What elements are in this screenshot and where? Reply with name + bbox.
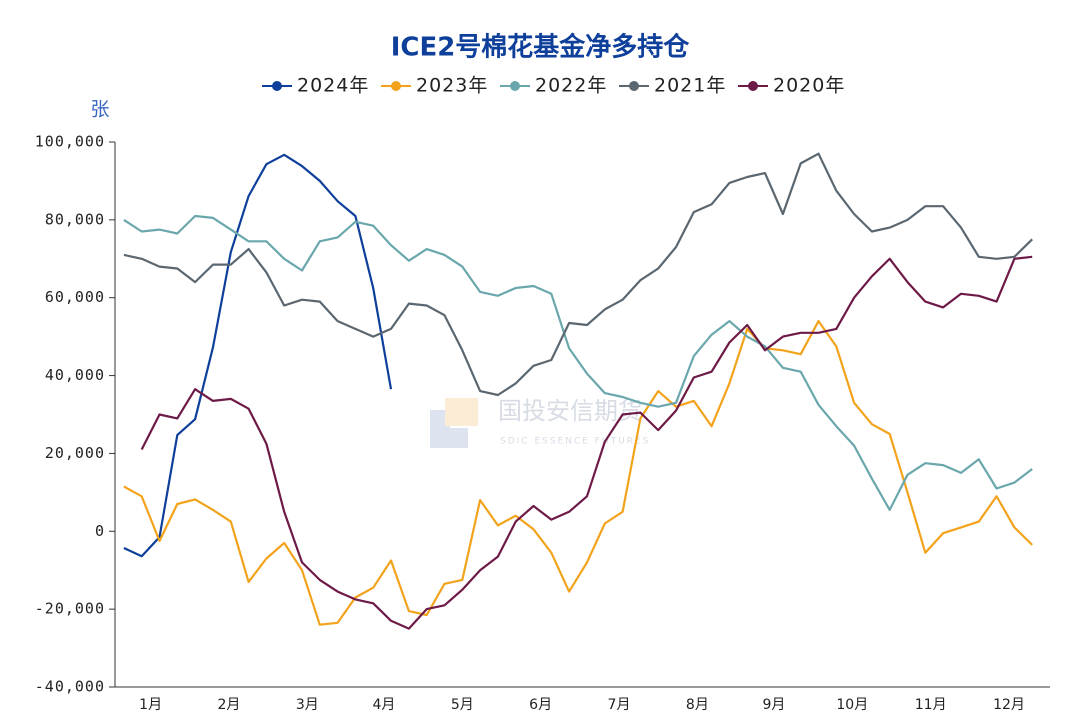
y-tick-label: 0 — [95, 522, 105, 540]
legend-label: 2022年 — [535, 75, 607, 97]
series-line — [123, 153, 393, 558]
x-tick-label: 9月 — [762, 697, 785, 713]
legend-label: 2023年 — [416, 75, 488, 97]
legend-marker — [272, 81, 282, 91]
watermark-logo — [445, 398, 478, 426]
x-tick-label: 5月 — [451, 697, 474, 713]
watermark-subtext: SDIC ESSENCE FUTURES — [500, 437, 650, 447]
legend-label: 2021年 — [654, 75, 726, 97]
x-tick-label: 3月 — [296, 697, 319, 713]
legend-marker — [748, 81, 758, 91]
watermark-text: 国投安信期货 — [498, 397, 642, 425]
y-tick-label: -40,000 — [35, 678, 105, 696]
x-tick-label: 2月 — [218, 697, 241, 713]
legend-marker — [510, 81, 520, 91]
y-axis-label: 张 — [90, 99, 109, 121]
x-tick-label: 4月 — [372, 697, 395, 713]
x-tick-label: 8月 — [686, 697, 709, 713]
x-tick-label: 11月 — [915, 697, 947, 713]
chart-title: ICE2号棉花基金净多持仓 — [391, 32, 691, 63]
x-tick-label: 7月 — [608, 697, 631, 713]
y-tick-label: 80,000 — [45, 210, 105, 228]
y-tick-label: 20,000 — [45, 444, 105, 462]
x-tick-label: 12月 — [993, 697, 1025, 713]
watermark-logo — [430, 410, 450, 448]
y-tick-label: 100,000 — [35, 133, 105, 151]
series-line — [123, 320, 1033, 626]
x-tick-label: 6月 — [529, 697, 552, 713]
watermark-logo — [450, 428, 468, 448]
legend-marker — [391, 81, 401, 91]
series-line — [123, 152, 1033, 397]
series-line — [140, 255, 1033, 630]
y-tick-label: 40,000 — [45, 366, 105, 384]
legend-label: 2020年 — [773, 75, 845, 97]
series-line — [123, 214, 1033, 511]
legend-label: 2024年 — [297, 75, 369, 97]
x-tick-label: 10月 — [836, 697, 868, 713]
legend-marker — [629, 81, 639, 91]
y-tick-label: 60,000 — [45, 288, 105, 306]
x-tick-label: 1月 — [139, 697, 162, 713]
y-tick-label: -20,000 — [35, 600, 105, 618]
